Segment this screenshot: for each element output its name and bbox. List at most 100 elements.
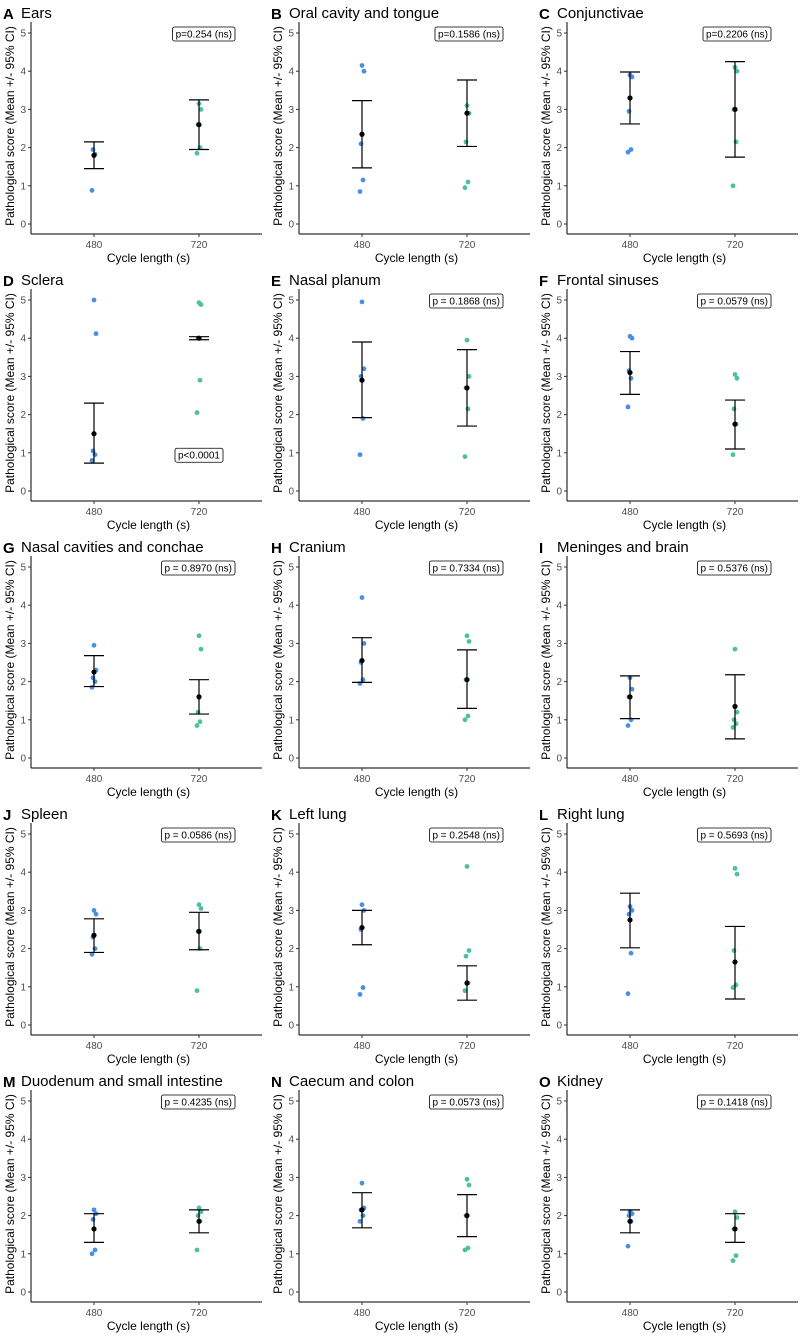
data-point [196,1205,202,1211]
pvalue-annotation: p<0.0001 [174,447,224,463]
data-point [466,948,472,953]
y-tick-label: 1 [288,715,294,726]
y-tick-label: 2 [20,677,26,688]
data-point [357,452,363,458]
data-point [734,871,740,877]
y-tick-label: 1 [20,1249,26,1260]
series-480 [620,1209,640,1249]
data-point [464,864,470,869]
panel-letter: O [539,1074,551,1091]
x-axis-label: Cycle length (s) [375,785,458,799]
pvalue-label: p=0.2206 (ns) [706,30,768,41]
data-point [462,717,468,723]
x-axis-label: Cycle length (s) [375,251,458,265]
y-tick-label: 0 [288,1021,294,1032]
data-point [629,908,635,913]
x-axis-label: Cycle length (s) [107,251,190,265]
y-tick-label: 2 [20,143,26,154]
panel-title: Right lung [557,806,625,823]
y-tick-label: 0 [556,1021,562,1032]
y-tick-label: 5 [288,1097,294,1108]
x-axis-label: Cycle length (s) [643,1052,726,1066]
panel-letter: A [3,6,14,23]
data-point [359,299,365,305]
panel-letter: I [539,540,543,557]
y-axis-label: Pathological score (Mean +/- 95% CI) [539,26,553,226]
panel-letter: E [271,273,281,290]
series-480 [620,892,640,997]
pvalue-label: p = 0.1868 (ns) [432,297,500,308]
x-tick-label: 720 [191,240,208,251]
pvalue-box [429,1094,504,1110]
pvalue-label: p = 0.5376 (ns) [700,564,768,575]
mean-point [464,677,470,683]
data-point [89,187,95,193]
data-point [360,177,366,183]
y-tick-label: 4 [288,67,294,78]
data-point [734,375,740,381]
x-axis-label: Cycle length (s) [107,785,190,799]
data-point [359,595,365,600]
y-tick-label: 3 [20,1173,26,1184]
data-point [628,147,634,152]
y-tick-label: 4 [20,67,26,78]
y-tick-label: 4 [288,601,294,612]
y-axis-label: Pathological score (Mean +/- 95% CI) [539,1094,553,1294]
x-tick-label: 720 [727,774,744,785]
y-tick-label: 5 [556,29,562,40]
y-tick-label: 1 [556,715,562,726]
mean-point [91,152,97,158]
data-point [733,982,739,988]
y-tick-label: 1 [556,181,562,192]
x-tick-label: 720 [459,240,476,251]
x-tick-label: 480 [86,1308,103,1319]
y-tick-label: 4 [20,334,26,345]
pvalue-box [434,26,504,42]
data-point [730,725,736,730]
pvalue-label: p=0.1586 (ns) [438,30,500,41]
data-point [198,646,204,652]
data-point [731,948,737,953]
y-axis-label: Pathological score (Mean +/- 95% CI) [3,827,17,1027]
mean-point [359,377,365,383]
x-tick-label: 480 [622,774,639,785]
y-tick-label: 5 [288,830,294,841]
data-point [465,179,471,185]
y-tick-label: 2 [556,410,562,421]
panel-letter: N [271,1074,282,1091]
data-point [463,953,469,959]
data-point [732,865,738,871]
pvalue-label: p = 0.7334 (ns) [432,564,500,575]
y-tick-label: 1 [288,1249,294,1260]
series-720 [725,865,745,1000]
data-point [464,1176,470,1182]
y-tick-label: 2 [20,1211,26,1222]
y-tick-label: 5 [556,296,562,307]
data-point [360,677,366,683]
y-tick-label: 3 [288,906,294,917]
y-tick-label: 2 [556,944,562,955]
y-tick-label: 3 [288,1173,294,1184]
y-tick-label: 3 [20,372,26,383]
mean-point [196,122,202,128]
x-tick-label: 480 [86,240,103,251]
pvalue-label: p = 0.0573 (ns) [432,1098,500,1109]
panel-title: Kidney [557,1073,603,1090]
data-point [360,1213,366,1218]
series-720 [189,902,209,994]
y-tick-label: 0 [556,754,562,765]
y-tick-label: 5 [20,563,26,574]
y-tick-label: 2 [556,1211,562,1222]
data-point [360,985,366,990]
y-axis-label: Pathological score (Mean +/- 95% CI) [271,560,285,760]
panel-letter: G [3,540,15,557]
y-tick-label: 2 [288,944,294,955]
y-tick-label: 3 [556,372,562,383]
mean-point [91,1226,97,1232]
y-tick-label: 4 [288,1135,294,1146]
y-tick-label: 1 [556,448,562,459]
